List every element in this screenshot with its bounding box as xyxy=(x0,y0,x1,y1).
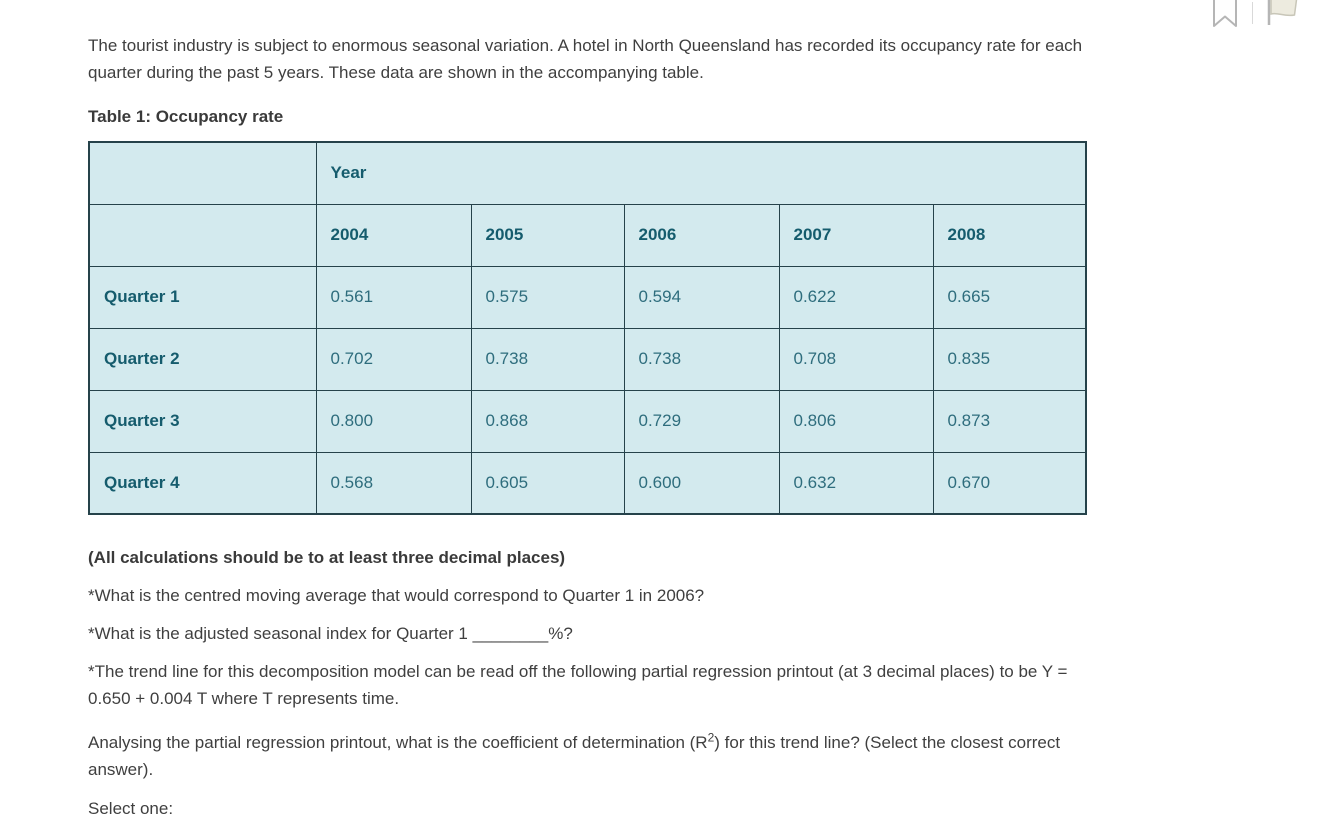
cell-value: 0.708 xyxy=(778,327,934,391)
question-r-squared: Analysing the partial regression printou… xyxy=(88,729,1090,783)
cell-value: 0.835 xyxy=(932,327,1087,391)
question-centred-moving-average: *What is the centred moving average that… xyxy=(88,586,705,605)
flag-icon[interactable] xyxy=(1264,0,1302,32)
table-row-quarter-4: Quarter 4 0.568 0.605 0.600 0.632 0.670 xyxy=(88,451,1087,515)
table-row-quarter-3: Quarter 3 0.800 0.868 0.729 0.806 0.873 xyxy=(88,389,1087,453)
cell-value: 0.575 xyxy=(470,265,625,329)
question-toolbar xyxy=(1188,0,1328,44)
cell-value: 0.568 xyxy=(315,451,472,515)
cell-value: 0.800 xyxy=(315,389,472,453)
question-r-squared-text-end: ) for this trend line? (Select the close… xyxy=(88,733,1061,779)
row-label: Quarter 3 xyxy=(88,389,317,453)
row-label: Quarter 1 xyxy=(88,265,317,329)
bookmark-icon[interactable] xyxy=(1210,0,1240,30)
cell-value: 0.670 xyxy=(932,451,1087,515)
cell-value: 0.738 xyxy=(470,327,625,391)
cell-value: 0.594 xyxy=(623,265,780,329)
year-header: 2008 xyxy=(932,203,1087,267)
row-label: Quarter 4 xyxy=(88,451,317,515)
cell-value: 0.702 xyxy=(315,327,472,391)
question-r-squared-text: Analysing the partial regression printou… xyxy=(88,733,708,752)
cell-value: 0.873 xyxy=(932,389,1087,453)
table-row-years: 2004 2005 2006 2007 2008 xyxy=(88,203,1087,267)
table-row-year-group: Year xyxy=(88,141,1087,205)
intro-text: The tourist industry is subject to enorm… xyxy=(88,36,1083,82)
cell-value: 0.605 xyxy=(470,451,625,515)
question-seasonal-index: *What is the adjusted seasonal index for… xyxy=(88,624,573,643)
select-one-label: Select one: xyxy=(88,799,174,814)
year-header: 2005 xyxy=(470,203,625,267)
year-header: 2006 xyxy=(623,203,780,267)
question-trend-line: *The trend line for this decomposition m… xyxy=(88,662,1068,708)
occupancy-rate-table: Year 2004 2005 2006 2007 2008 Quarter 1 … xyxy=(88,141,1088,515)
table-row-quarter-1: Quarter 1 0.561 0.575 0.594 0.622 0.665 xyxy=(88,265,1087,329)
cell-value: 0.868 xyxy=(470,389,625,453)
year-header: 2004 xyxy=(315,203,472,267)
cell-value: 0.600 xyxy=(623,451,780,515)
r-squared-superscript: 2 xyxy=(707,730,715,745)
question-body: The tourist industry is subject to enorm… xyxy=(88,0,1090,814)
row-label: Quarter 2 xyxy=(88,327,317,391)
corner-cell xyxy=(88,203,317,267)
year-group-header: Year xyxy=(315,141,1087,205)
year-header: 2007 xyxy=(778,203,934,267)
cell-value: 0.806 xyxy=(778,389,934,453)
cell-value: 0.561 xyxy=(315,265,472,329)
table-title: Table 1: Occupancy rate xyxy=(88,107,284,126)
cell-value: 0.665 xyxy=(932,265,1087,329)
cell-value: 0.738 xyxy=(623,327,780,391)
cell-value: 0.632 xyxy=(778,451,934,515)
cell-value: 0.622 xyxy=(778,265,934,329)
cell-value: 0.729 xyxy=(623,389,780,453)
icon-divider xyxy=(1252,2,1253,24)
calculation-note: (All calculations should be to at least … xyxy=(88,548,566,567)
table-row-quarter-2: Quarter 2 0.702 0.738 0.738 0.708 0.835 xyxy=(88,327,1087,391)
corner-cell xyxy=(88,141,317,205)
